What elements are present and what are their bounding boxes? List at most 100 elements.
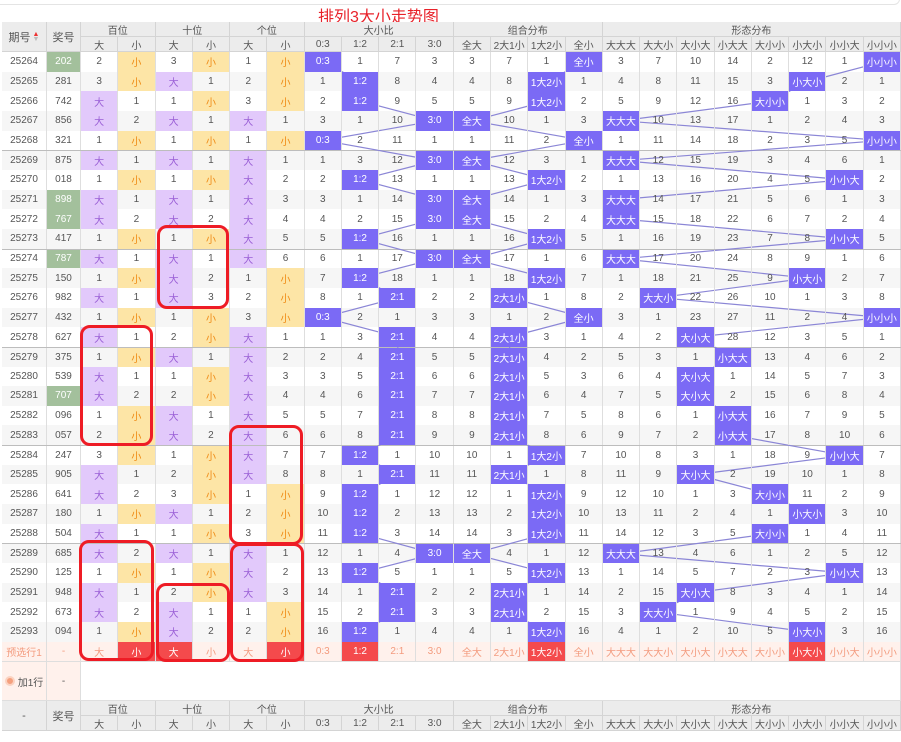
cell-form: 10 (715, 622, 752, 642)
preselect-option[interactable]: 全小 (566, 641, 603, 662)
preselect-option-selected[interactable]: 小 (118, 641, 156, 662)
cell-ge-small: 4 (267, 209, 305, 229)
preselect-option-selected[interactable]: 小大小 (789, 641, 827, 662)
preselect-option[interactable]: 0:3 (305, 641, 342, 662)
cell-shi-small: 1 (193, 544, 231, 564)
cell-form: 17 (640, 249, 678, 269)
cell-ratio: 2 (342, 130, 380, 151)
cell-bai-big: 3 (81, 446, 119, 465)
cell-ratio-hit: 1:2 (341, 71, 380, 92)
header-subcolumn: 2大1小 (491, 716, 529, 732)
header-subcolumn: 小 (192, 37, 231, 52)
preselect-option[interactable]: 3:0 (416, 641, 454, 662)
cell-form: 2 (752, 52, 790, 72)
cell-bai-small: 2 (118, 386, 156, 406)
header-subcolumn: 小小小 (863, 716, 901, 732)
preselect-option-selected[interactable]: 1大2小 (528, 641, 566, 662)
preselect-option[interactable]: 小小大 (826, 641, 864, 662)
cell-ratio-hit: 2:1 (379, 425, 417, 446)
cell-ge-small: 小 (267, 622, 305, 642)
cell-bai-small: 小 (118, 622, 156, 642)
sort-icon[interactable]: ▲ ▼ (32, 30, 40, 43)
cell-form-hit: 大大大 (602, 249, 641, 269)
cell-ratio: 7 (305, 446, 342, 465)
cell-combo-hit: 2大1小 (491, 425, 529, 446)
cell-form: 15 (640, 582, 678, 603)
cell-ratio: 2 (342, 209, 380, 229)
preselect-option[interactable]: 大大小 (640, 641, 678, 662)
add-circle-icon (4, 676, 15, 687)
cell-form: 7 (640, 52, 678, 72)
cell-shi-small: 1 (193, 151, 231, 170)
header-issue[interactable]: - (2, 701, 47, 732)
header-issue[interactable]: 期号 ▲ ▼ (2, 22, 47, 52)
cell-form: 3 (603, 307, 641, 328)
preselect-option[interactable]: 小大大 (715, 641, 752, 662)
cell-form-hit: 大大大 (602, 151, 641, 170)
cell-ratio: 4 (305, 386, 342, 406)
table-row: 25269 875 大 1 大 1 大 1 1 3 12 3:0 全大 12 3 1 大大大 12 15 19 3 4 6 1 (2, 150, 901, 170)
cell-form: 10 (752, 287, 790, 308)
cell-combo: 8 (528, 425, 566, 446)
cell-form: 3 (752, 71, 790, 92)
cell-form: 7 (789, 405, 827, 426)
cell-form: 1 (715, 366, 752, 387)
issue-cell: 25293 (2, 622, 47, 642)
header-group: 组合分布 (453, 701, 603, 717)
cell-bai-big: 1 (81, 268, 119, 288)
cell-form: 11 (603, 464, 641, 485)
top-panel-border (0, 0, 900, 5)
cell-ratio-hit: 0:3 (304, 307, 342, 328)
cell-form: 12 (677, 91, 715, 111)
issue-cell: 25289 (2, 544, 47, 564)
preselect-option-selected[interactable]: 小 (267, 641, 305, 662)
preselect-option[interactable]: 2大1小 (491, 641, 529, 662)
cell-form: 1 (677, 484, 715, 505)
cell-ge-big: 1 (230, 52, 268, 72)
table-row: 25272 767 大 2 大 2 大 4 4 2 15 3:0 全大 15 2 4 大大大 15 18 22 6 7 2 4 (2, 209, 901, 229)
cell-combo-hit: 全大 (453, 110, 491, 131)
add-row-button[interactable]: 加1行 (2, 662, 47, 701)
cell-ge-big: 大 (230, 110, 268, 131)
issue-cell: 25276 (2, 287, 47, 308)
preselect-option[interactable]: 小小小 (864, 641, 901, 662)
preselect-option[interactable]: 全大 (454, 641, 491, 662)
cell-shi-big: 大 (155, 110, 193, 131)
header-subcolumn: 大 (230, 716, 268, 732)
cell-shi-small: 小 (192, 464, 231, 485)
cell-form: 10 (640, 484, 678, 505)
header-subcolumn: 小小大 (826, 716, 864, 732)
table-row: 25282 096 1 小大 1 大 5 5 7 2:1 8 8 2大1小 7 5 8 6 1 小大大 16 7 9 5 (2, 405, 901, 426)
preselect-option[interactable]: 大大大 (603, 641, 641, 662)
cell-ratio: 1 (379, 622, 417, 642)
preselect-option[interactable]: 大 (81, 641, 119, 662)
preselect-option[interactable]: 大小大 (677, 641, 715, 662)
cell-form: 5 (826, 544, 864, 564)
cell-form: 22 (677, 287, 715, 308)
header-subcolumn: 1:2 (341, 716, 380, 732)
cell-form: 18 (677, 209, 715, 229)
cell-form: 1 (640, 307, 678, 328)
number-cell: 856 (47, 110, 81, 131)
cell-form: 3 (603, 602, 641, 623)
cell-form: 7 (603, 386, 641, 406)
cell-form-hit: 小大小 (789, 622, 827, 642)
cell-form: 5 (826, 130, 864, 151)
cell-form: 1 (789, 523, 827, 544)
preselect-option[interactable]: 2:1 (379, 641, 417, 662)
preselect-label[interactable]: 预选行1 (2, 641, 47, 662)
table-row: 25279 375 1 小大 1 大 2 2 4 2:1 5 5 2大1小 4 2 5 3 1 小大大 13 4 6 2 (2, 346, 901, 367)
cell-form: 14 (752, 366, 790, 387)
cell-combo: 8 (454, 405, 491, 426)
cell-bai-big: 1 (81, 130, 119, 151)
preselect-option[interactable]: 大 (230, 641, 268, 662)
cell-combo: 14 (566, 582, 603, 603)
cell-form-hit: 大小小 (751, 484, 790, 505)
cell-combo: 5 (528, 366, 566, 387)
cell-bai-big: 大 (81, 287, 119, 308)
preselect-option-selected[interactable]: 1:2 (341, 641, 380, 662)
preselect-option[interactable]: 大小小 (752, 641, 790, 662)
preselect-option[interactable]: 小 (193, 641, 231, 662)
cell-form: 22 (715, 209, 752, 229)
preselect-option-selected[interactable]: 大 (155, 641, 193, 662)
